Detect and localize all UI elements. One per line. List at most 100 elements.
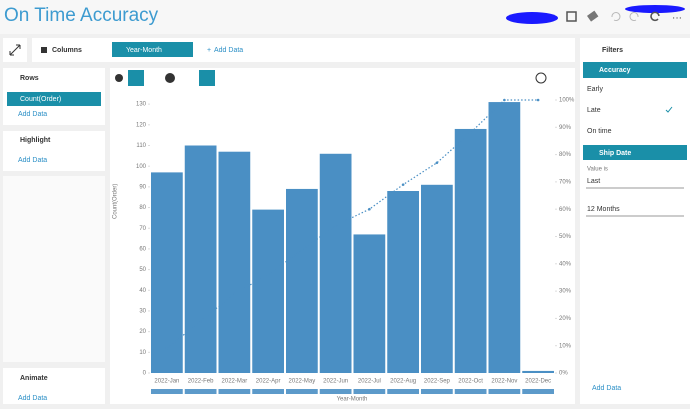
x-tick-label: 2022-Oct [458, 379, 483, 385]
bar [252, 209, 284, 373]
overview-bar [454, 389, 487, 394]
y-tick-label: 60 [139, 246, 146, 252]
line-point [469, 131, 472, 135]
y2-tick-label: 0% [559, 371, 568, 377]
columns-label: Columns [52, 47, 82, 54]
animate-label: Animate [20, 375, 48, 382]
expand-icon [9, 44, 21, 56]
page-title: On Time Accuracy [4, 5, 159, 26]
accuracy-header[interactable] [583, 62, 687, 78]
animate-shelf [3, 368, 105, 404]
x-axis-title: Year-Month [337, 397, 368, 403]
dropdown-value[interactable]: Last [587, 178, 600, 185]
line-point [536, 98, 540, 102]
line-point [334, 224, 337, 227]
erase-icon[interactable] [587, 10, 599, 22]
bar [151, 172, 183, 373]
overview-bar [319, 389, 352, 394]
ship-date-header[interactable] [583, 145, 687, 160]
value-is-label: Value is [587, 167, 608, 173]
x-tick-label: 2022-Jul [358, 379, 381, 385]
line-point [165, 347, 169, 350]
column-pill[interactable] [112, 42, 193, 57]
y-tick-label: 30 [139, 309, 146, 315]
filter-option[interactable]: Early [587, 86, 603, 93]
x-tick-label: 2022-Mar [222, 379, 248, 385]
x-tick-label: 2022-Feb [188, 379, 214, 385]
bar [184, 145, 217, 373]
line-point [266, 273, 270, 277]
line-point [233, 292, 236, 296]
empty-area [3, 176, 105, 362]
overview-bar [387, 389, 419, 394]
y-tick-label: 90 [139, 184, 146, 190]
overview-bar [184, 389, 217, 394]
check-icon [665, 106, 673, 113]
undo-icon[interactable] [611, 12, 621, 21]
y-axis-title: Count(Order) [113, 184, 119, 219]
redo-icon[interactable] [629, 12, 639, 21]
y2-tick-label: 70% [559, 179, 572, 185]
save-icon[interactable] [566, 11, 577, 22]
header-bar [0, 0, 690, 34]
y-tick-label: 70 [139, 226, 146, 232]
line-point [300, 248, 304, 252]
bar [353, 234, 386, 373]
line-point [435, 161, 439, 165]
x-tick-label: 2022-May [289, 379, 316, 385]
y2-tick-label: 90% [559, 125, 572, 131]
refresh-icon[interactable] [650, 11, 660, 22]
target-button[interactable] [535, 72, 547, 84]
line-point [503, 98, 506, 102]
y2-tick-label: 100% [559, 98, 575, 104]
bar [286, 188, 318, 373]
overview-bar [421, 389, 453, 394]
y-tick-label: 50 [139, 267, 146, 273]
y-tick-label: 10 [139, 350, 146, 356]
dropdown-value[interactable]: 12 Months [587, 206, 620, 213]
row-pill[interactable] [7, 92, 101, 106]
redaction [625, 5, 685, 13]
overview-bar [522, 389, 554, 394]
y-tick-label: 130 [136, 102, 147, 108]
add-data-link[interactable]: Add Data [592, 385, 621, 392]
x-tick-label: 2022-Aug [390, 379, 416, 385]
bar [387, 191, 419, 373]
x-tick-label: 2022-Sep [424, 379, 451, 385]
y2-tick-label: 30% [559, 289, 572, 295]
filter-option[interactable]: On time [587, 128, 612, 135]
overview-bar [218, 389, 251, 394]
row-field: Count(Order) [20, 96, 61, 103]
y2-tick-label: 20% [559, 316, 572, 322]
layout-button[interactable] [199, 70, 215, 86]
column-field: Year-Month [126, 47, 162, 54]
ship-date-label: Ship Date [599, 150, 631, 157]
pie-button[interactable] [165, 73, 175, 83]
line-point [368, 207, 371, 211]
filter-option[interactable]: Late [587, 107, 601, 114]
y-tick-label: 120 [136, 122, 147, 128]
y-tick-label: 0 [143, 371, 147, 377]
scatter-button[interactable] [115, 74, 123, 82]
y-tick-label: 100 [136, 164, 147, 170]
cumulative-line [166, 99, 539, 349]
x-tick-label: 2022-Dec [525, 379, 551, 385]
bar-chart-button[interactable] [128, 70, 144, 86]
redaction [506, 12, 558, 24]
add-data-link[interactable]: Add Data [18, 157, 47, 164]
y-tick-label: 20 [139, 329, 146, 335]
x-tick-label: 2022-Jan [154, 379, 179, 385]
bar [488, 102, 521, 374]
x-tick-label: 2022-Jun [323, 379, 348, 385]
accuracy-label: Accuracy [599, 67, 631, 74]
overview-bar [151, 389, 183, 394]
add-data-link[interactable]: Add Data [214, 47, 243, 54]
add-data-link[interactable]: Add Data [18, 111, 47, 118]
more-icon[interactable]: ··· [672, 13, 682, 24]
filters-panel [580, 38, 690, 404]
highlight-shelf [3, 131, 105, 171]
bar [522, 370, 554, 373]
bar [319, 153, 352, 373]
add-data-link[interactable]: Add Data [18, 395, 47, 402]
